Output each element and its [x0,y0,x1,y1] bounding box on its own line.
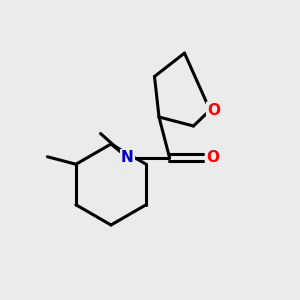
Text: O: O [207,103,220,118]
Text: N: N [121,150,134,165]
Text: O: O [206,150,219,165]
